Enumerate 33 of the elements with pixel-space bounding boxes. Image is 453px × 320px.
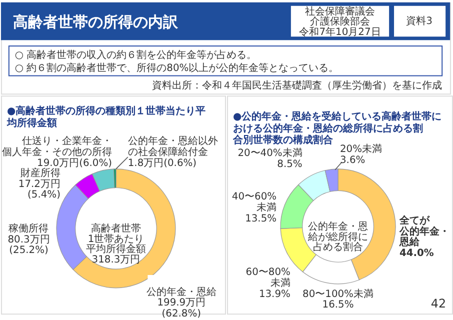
slice-label: 20〜40%未満 [238,147,302,160]
data-label: 19.0万円(6.0%) [37,158,112,169]
slice-label: 公的年金・恩給 [146,286,216,298]
slice-label: 80〜100%未満 [302,288,374,300]
data-label: 1.8万円(0.6%) [128,158,197,169]
slice-label: 仕送り・企業年金・個人年金・その他の所得 [2,135,112,158]
data-label: 8.5% [277,158,302,170]
slice-label: 公的年金・恩給以外の社会保障給付金 [128,135,218,158]
text: 令和7年10月27日 [299,26,381,38]
data-label: 44.0% [399,248,434,260]
data-label: 3.6% [340,154,366,166]
slice-label: 稼働所得 [8,222,49,234]
text: 介護保険部会 [310,16,370,28]
data-label: 16.5% [322,300,354,311]
data-label: 17.2万円(5.4%) [18,178,61,201]
slice-label: 40〜60%未満 [232,192,277,214]
data-label: 80.3万円(25.2%) [8,234,50,256]
text: 高齢者世帯1世帯あたり平均所得金額318.3万円 [86,222,146,266]
slice-label: 60〜80%未満 [246,266,290,289]
text: 資料3 [406,15,432,28]
data-label: 13.9% [258,288,290,300]
text: 公的年金・恩給が総所得に占める割合 [307,220,368,254]
text: 42 [430,296,446,311]
text: ○ 約６割の高齢者世帯で、所得の80%以上が公的年金等となっている。 [14,62,339,74]
data-label: 13.5% [245,213,277,224]
text: 資料出所：令和４年国民生活基礎調査（厚生労働省）を基に作成 [152,80,442,92]
text: 高齢者世帯の所得の内訳 [12,13,179,32]
data-label: 199.9万円(62.8%) [157,298,206,320]
text: ○ 高齢者世帯の収入の約６割を公的年金等が占める。 [14,48,257,61]
slice-label: 全てが公的年金・恩給 [398,214,450,248]
slice-label: 財産所得 [20,166,60,179]
chart-title: ●高齢者世帯の所得の種類別１世帯当たり平均所得金額 [6,104,206,129]
text: 社会保障審議会 [305,5,375,18]
